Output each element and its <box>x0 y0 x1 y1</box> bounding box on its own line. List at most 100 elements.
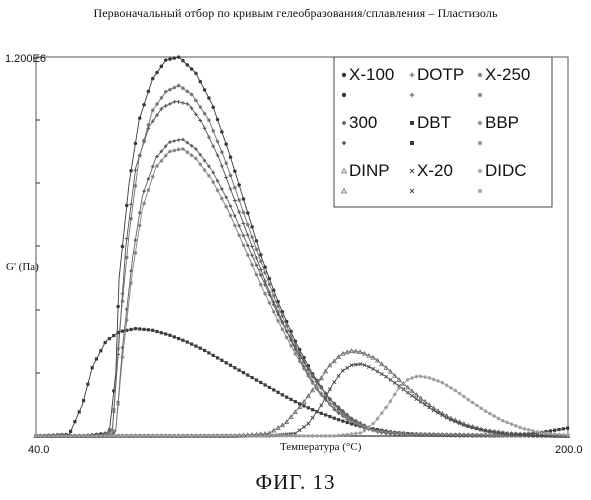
series-point <box>181 147 185 151</box>
legend-marker-below <box>410 141 414 145</box>
series-point <box>147 90 151 94</box>
series-point <box>164 332 167 335</box>
series-point <box>548 432 552 436</box>
series-point <box>237 233 241 237</box>
series-point <box>488 433 492 437</box>
series-point <box>419 433 423 437</box>
series-point <box>419 400 422 403</box>
series-point <box>69 430 72 433</box>
legend-label: X-100 <box>349 65 394 84</box>
series-point <box>190 342 193 345</box>
series-point <box>138 327 141 330</box>
series-point <box>510 422 514 426</box>
series-point <box>216 188 220 192</box>
series-point <box>125 256 129 260</box>
legend-marker-below <box>478 93 483 98</box>
series-point <box>414 375 418 379</box>
series-point <box>319 434 323 438</box>
series-point <box>320 404 323 407</box>
series-point <box>255 378 258 381</box>
series-point <box>142 434 146 438</box>
series-point <box>216 140 220 144</box>
series-point <box>207 135 211 139</box>
series-point <box>354 432 358 436</box>
series-point <box>112 434 116 438</box>
series-point <box>380 430 384 434</box>
series-point <box>341 419 344 422</box>
legend-label: DINP <box>349 161 390 180</box>
series-point <box>194 345 197 348</box>
series-point <box>142 189 146 193</box>
series-point <box>177 434 181 438</box>
series-point <box>168 88 172 92</box>
series-point <box>298 434 302 438</box>
series-point <box>350 432 354 436</box>
series-point <box>151 329 154 332</box>
series-point <box>216 179 220 183</box>
series-point <box>43 434 47 438</box>
series-point <box>311 408 314 411</box>
series-point <box>177 337 180 340</box>
series-point <box>190 67 194 71</box>
series-point <box>280 314 284 318</box>
series-point <box>216 356 219 359</box>
series-point <box>224 195 228 199</box>
series-point <box>177 55 181 59</box>
series-point <box>255 239 259 243</box>
series-point <box>497 417 501 421</box>
series-point <box>518 426 522 430</box>
series-point <box>389 378 392 381</box>
series-point <box>172 100 176 104</box>
series-point <box>177 148 181 152</box>
series-point <box>160 331 163 334</box>
series-point <box>423 375 427 379</box>
series-point <box>220 164 224 168</box>
legend-marker <box>478 169 483 174</box>
series-point <box>225 361 228 364</box>
series-point <box>302 434 306 438</box>
series-point <box>129 169 133 173</box>
series-point <box>406 391 409 394</box>
series-point <box>298 429 301 432</box>
series-point <box>372 367 375 370</box>
series-point <box>151 175 155 179</box>
series-point <box>341 369 344 372</box>
series-point <box>211 180 215 184</box>
series-point <box>181 434 185 438</box>
series-point <box>112 334 115 337</box>
series-point <box>337 434 341 438</box>
series-point <box>142 103 146 107</box>
series-point <box>242 243 246 247</box>
legend-marker <box>410 121 414 125</box>
series-point <box>229 155 233 159</box>
series-point <box>315 434 319 438</box>
series-point <box>376 370 379 373</box>
figure-caption: ФИГ. 13 <box>0 470 591 495</box>
series-point <box>333 417 336 420</box>
series-point <box>289 344 293 348</box>
series-point <box>177 100 181 104</box>
series-point <box>155 71 159 75</box>
legend-label: DBT <box>417 113 451 132</box>
series-point <box>203 126 207 130</box>
series-point <box>146 434 150 438</box>
series-point <box>233 169 237 173</box>
series-point <box>116 305 120 309</box>
series-point <box>259 253 263 257</box>
series-point <box>194 99 198 103</box>
series-point <box>557 428 560 431</box>
series-point <box>34 434 38 438</box>
series-point <box>527 428 531 432</box>
series-point <box>462 395 466 399</box>
series-point <box>146 123 150 127</box>
series-point <box>177 138 181 142</box>
series-point <box>332 434 336 438</box>
series-point <box>501 419 505 423</box>
series-point <box>255 434 259 438</box>
y-axis-ticks <box>36 57 42 373</box>
series-point <box>112 408 116 412</box>
series-point <box>229 364 232 367</box>
series-point <box>268 386 271 389</box>
series-point <box>142 328 145 331</box>
